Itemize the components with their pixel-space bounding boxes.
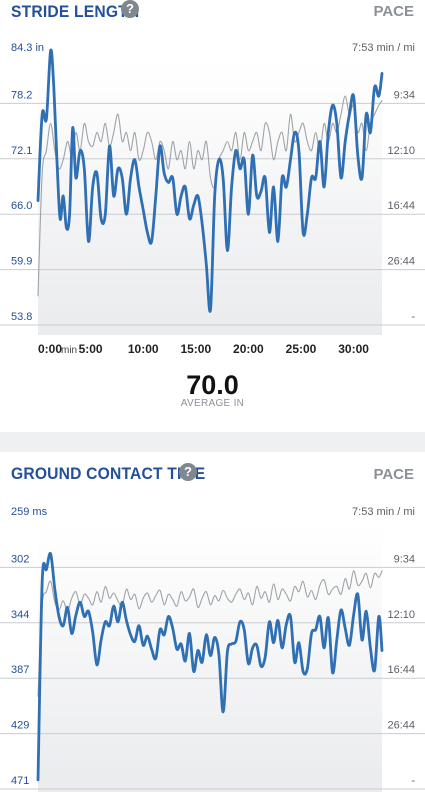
x-tick-label: 25:00	[286, 342, 317, 356]
y-axis-max-label: 259 ms	[11, 506, 48, 518]
average-label: AVERAGE IN	[180, 398, 245, 409]
help-icon[interactable]: ?	[179, 463, 197, 481]
y-tick-label: 78.2	[11, 89, 32, 101]
y-tick-label: 66.0	[11, 200, 32, 212]
x-tick-label: 15:00	[180, 342, 211, 356]
y-tick-label: 471	[11, 775, 29, 787]
x-tick-label: 5:00	[79, 342, 103, 356]
metric-series-line	[36, 551, 384, 782]
ground-contact-time-card: GROUND CONTACT TIME ? PACE 259 ms 7:53 m…	[0, 452, 425, 800]
x-unit-label: min	[61, 345, 77, 356]
pace-tick-label: 26:44	[387, 256, 415, 268]
average-value: 70.0	[186, 370, 239, 400]
section-divider	[0, 432, 425, 452]
card-title: GROUND CONTACT TIME	[11, 464, 206, 483]
y-tick-label: 429	[11, 720, 29, 732]
y-tick-label: 302	[11, 553, 29, 565]
pace-axis-max-label: 7:53 min / mi	[352, 506, 415, 518]
metric-series-line	[36, 48, 384, 313]
pace-series-line	[37, 570, 383, 697]
plot-background	[38, 60, 382, 335]
pace-tick-label: 26:44	[387, 720, 415, 732]
pace-tick-label: 12:10	[387, 609, 415, 621]
y-tick-label: 72.1	[11, 145, 32, 157]
pace-toggle-button[interactable]: PACE	[373, 466, 414, 483]
pace-series-line	[37, 95, 383, 297]
pace-toggle-button[interactable]: PACE	[373, 3, 414, 20]
x-tick-label: 30:00	[338, 342, 369, 356]
card-title: STRIDE LENGTH	[11, 2, 140, 21]
pace-tick-label: 16:44	[387, 664, 415, 676]
pace-tick-label: 9:34	[394, 553, 415, 565]
ground-contact-time-chart[interactable]: 302 9:34 344 12:10 387 16:44 429 26:44 471 -	[0, 452, 425, 800]
y-tick-label: 53.8	[11, 311, 32, 323]
pace-tick-label: -	[411, 311, 415, 323]
stride-length-card: STRIDE LENGTH ? PACE 84.3 in 7:53 min / …	[0, 0, 425, 409]
pace-tick-label: -	[411, 775, 415, 787]
y-tick-label: 387	[11, 664, 29, 676]
y-tick-label: 59.9	[11, 256, 32, 268]
pace-tick-label: 12:10	[387, 145, 415, 157]
pace-tick-label: 16:44	[387, 200, 415, 212]
help-icon[interactable]: ?	[121, 0, 139, 18]
pace-tick-label: 9:34	[394, 89, 415, 101]
y-axis-max-label: 84.3 in	[11, 42, 45, 54]
x-tick-label: 0:00	[38, 342, 62, 356]
x-tick-label: 10:00	[128, 342, 159, 356]
y-tick-label: 344	[11, 609, 29, 621]
x-tick-label: 20:00	[233, 342, 264, 356]
pace-axis-max-label: 7:53 min / mi	[352, 42, 415, 54]
stride-length-chart[interactable]: 78.2 9:34 72.1 12:10 66.0 16:44 59.9 26:44 53.8 -…	[0, 0, 425, 360]
